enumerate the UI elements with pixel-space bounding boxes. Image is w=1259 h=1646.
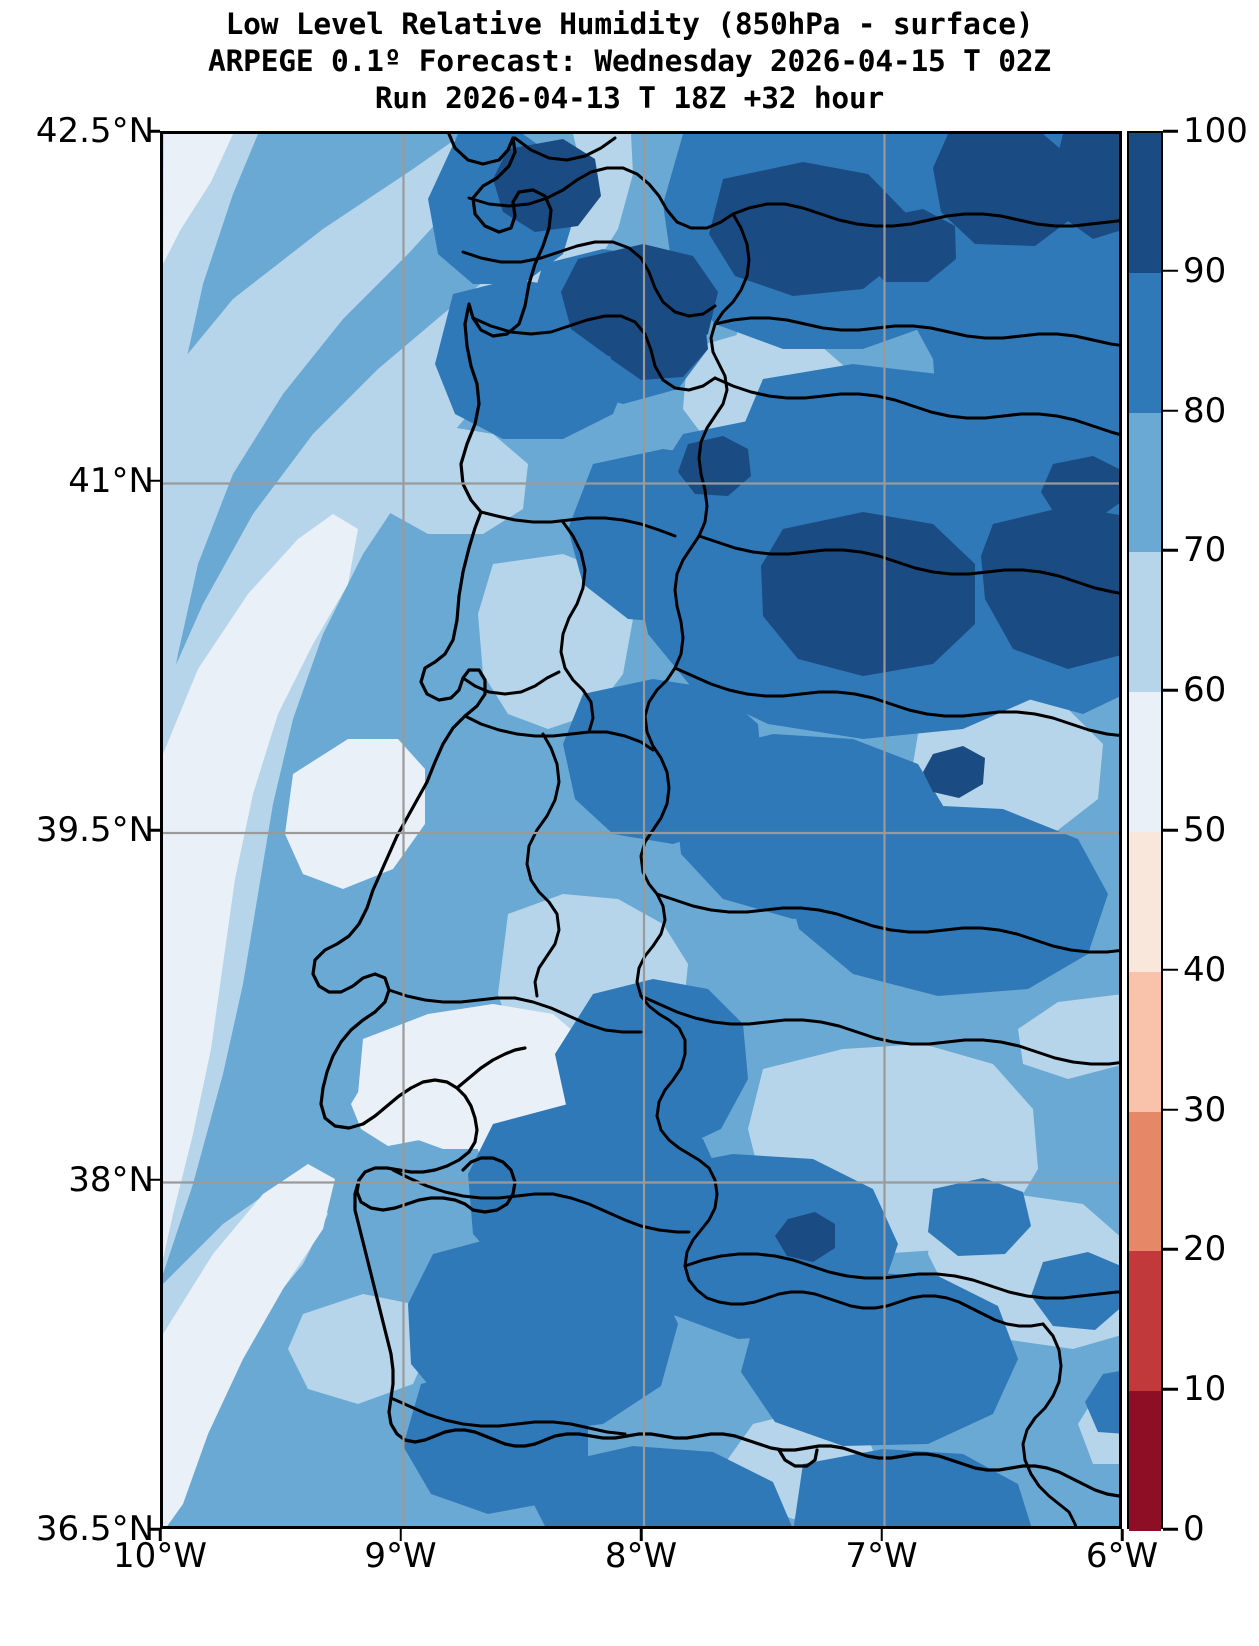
cb-label-20: 20 <box>1183 1229 1227 1270</box>
cb-tick-80 <box>1163 409 1178 412</box>
title-line-3: Run 2026-04-13 T 18Z +32 hour <box>374 81 885 115</box>
xtick-mark-6w <box>1120 1529 1124 1541</box>
ytick-mark-39-5 <box>148 828 160 832</box>
ytick-label-42-5: 42.5°N <box>35 111 154 151</box>
cb-label-50: 50 <box>1183 810 1227 850</box>
humidity-contour-map <box>163 134 1119 1526</box>
ytick-mark-36-5 <box>148 1527 160 1531</box>
ytick-label-41: 41°N <box>68 460 154 501</box>
xtick-mark-7w <box>880 1529 883 1541</box>
cb-label-10: 10 <box>1183 1369 1227 1410</box>
cb-band-90-100 <box>1129 133 1161 273</box>
cb-tick-20 <box>1163 1248 1178 1251</box>
field-band-90-100 <box>493 134 1119 1262</box>
ytick-mark-42-5 <box>148 129 160 133</box>
xtick-label-6w: 6°W <box>1085 1536 1159 1576</box>
cb-band-50-60 <box>1129 692 1161 832</box>
xtick-label-8w: 8°W <box>604 1536 678 1576</box>
xtick-label-10w: 10°W <box>113 1536 207 1576</box>
cb-tick-60 <box>1163 688 1178 692</box>
map-gridlines <box>163 134 1119 1526</box>
cb-tick-40 <box>1163 968 1178 972</box>
xtick-label-9w: 9°W <box>364 1536 437 1576</box>
cb-band-0-10 <box>1129 1391 1161 1531</box>
cb-label-30: 30 <box>1183 1089 1227 1130</box>
cb-tick-100 <box>1163 129 1178 133</box>
cb-band-70-80 <box>1129 412 1161 553</box>
humidity-colorbar[interactable] <box>1127 131 1163 1531</box>
cb-band-40-50 <box>1129 832 1161 972</box>
xtick-mark-9w <box>399 1529 402 1541</box>
cb-band-10-20 <box>1129 1251 1161 1392</box>
cb-band-20-30 <box>1129 1111 1161 1252</box>
title-line-1: Low Level Relative Humidity (850hPa - su… <box>225 7 1034 41</box>
xtick-mark-10w <box>158 1529 162 1541</box>
xtick-mark-8w <box>639 1529 643 1541</box>
cb-tick-10 <box>1163 1387 1178 1391</box>
cb-label-70: 70 <box>1183 530 1227 571</box>
cb-label-90: 90 <box>1183 250 1227 291</box>
cb-tick-0 <box>1163 1527 1178 1531</box>
ytick-label-36-5: 36.5°N <box>35 1509 154 1549</box>
cb-band-30-40 <box>1129 971 1161 1112</box>
title-line-2: ARPEGE 0.1º Forecast: Wednesday 2026-04-… <box>208 44 1051 78</box>
cb-label-100: 100 <box>1183 111 1248 151</box>
cb-label-60: 60 <box>1183 670 1227 711</box>
chart-title-block: Low Level Relative Humidity (850hPa - su… <box>0 6 1259 117</box>
ytick-mark-38 <box>148 1178 160 1181</box>
cb-tick-70 <box>1163 549 1178 552</box>
ytick-label-39-5: 39.5°N <box>35 810 154 850</box>
cb-label-80: 80 <box>1183 390 1227 431</box>
cb-tick-50 <box>1163 828 1178 832</box>
cb-tick-90 <box>1163 269 1178 273</box>
ytick-mark-41 <box>148 479 160 482</box>
cb-band-60-70 <box>1129 552 1161 693</box>
map-plot-area <box>160 131 1122 1529</box>
ytick-label-38: 38°N <box>68 1159 154 1200</box>
cb-band-80-90 <box>1129 272 1161 413</box>
cb-label-0: 0 <box>1183 1509 1205 1549</box>
cb-tick-30 <box>1163 1108 1178 1111</box>
xtick-label-7w: 7°W <box>845 1536 918 1576</box>
cb-label-40: 40 <box>1183 949 1227 990</box>
